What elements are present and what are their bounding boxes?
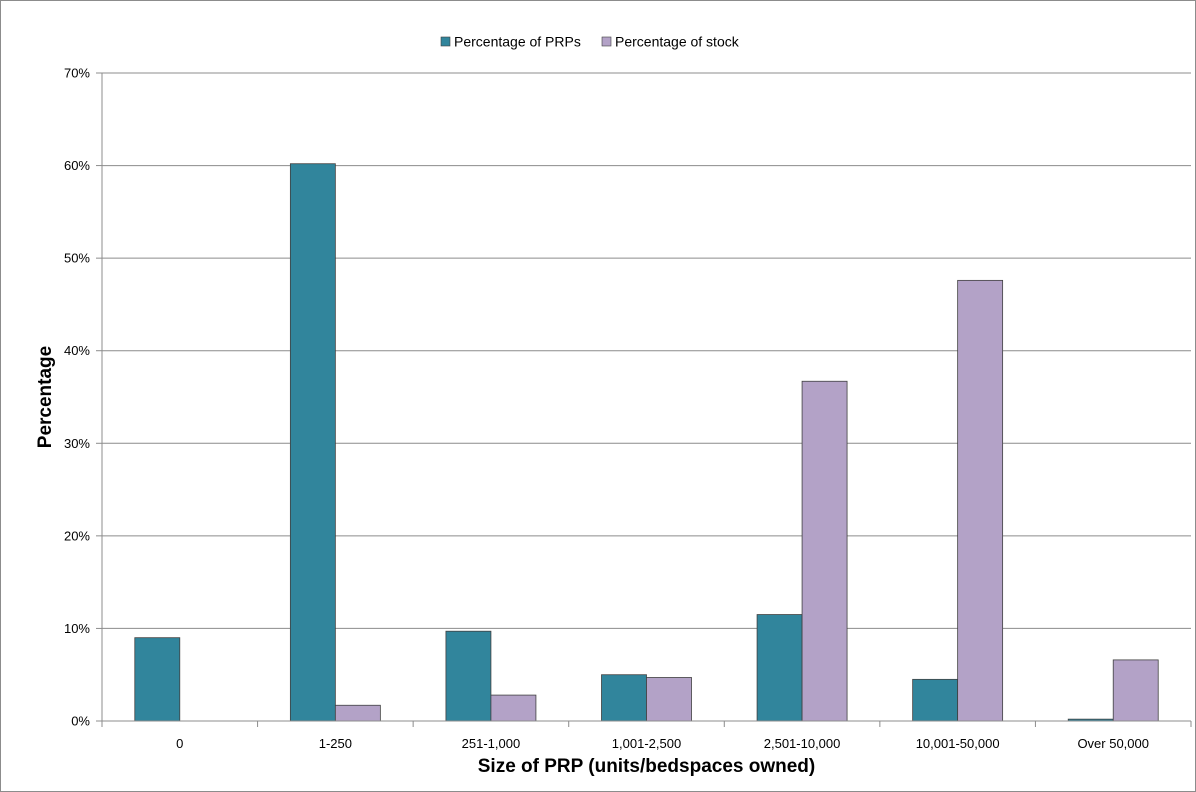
bar-prps: [601, 674, 647, 722]
legend-label-stock: Percentage of stock: [615, 34, 740, 50]
x-tick-label: 251-1,000: [462, 736, 521, 751]
y-tick-label: 30%: [64, 436, 90, 451]
x-tick-label: 10,001-50,000: [916, 736, 1000, 751]
x-tick-label: 2,501-10,000: [764, 736, 841, 751]
bar-stock: [490, 694, 537, 722]
bar-prps: [912, 678, 959, 722]
bar-prps: [289, 163, 336, 722]
gridlines: [102, 72, 1191, 629]
x-axis-title: Size of PRP (units/bedspaces owned): [478, 756, 816, 777]
y-tick-label: 70%: [64, 66, 90, 81]
x-tick-label: 0: [176, 736, 183, 751]
bar-prps: [756, 614, 803, 722]
y-tick-label: 40%: [64, 343, 90, 358]
bar-stock: [646, 677, 692, 722]
bar-stock: [801, 380, 848, 722]
legend-swatch-prps: [440, 36, 451, 47]
x-tick-label: 1,001-2,500: [612, 736, 681, 751]
bar-stock: [334, 704, 381, 722]
y-tick-label: 20%: [64, 528, 90, 543]
legend: Percentage of PRPs Percentage of stock: [440, 34, 740, 50]
bars: [134, 163, 1159, 722]
x-axis-ticks: 0 1-250 251-1,000 1,001-2,500 2,501-10,000 10…: [101, 721, 1192, 751]
y-axis-title: Percentage: [35, 346, 56, 448]
y-tick-label: 60%: [64, 158, 90, 173]
legend-swatch-stock: [601, 36, 612, 47]
bar-stock: [1112, 659, 1159, 722]
axes: [101, 73, 1191, 722]
y-tick-label: 0%: [71, 714, 90, 729]
y-tick-label: 10%: [64, 621, 90, 636]
legend-label-prps: Percentage of PRPs: [454, 34, 581, 50]
y-axis-ticks: 0% 10% 20% 30% 40% 50% 60% 70%: [64, 66, 102, 729]
bar-prps: [134, 637, 181, 722]
bar-stock: [957, 279, 1004, 722]
bar-prps: [445, 630, 492, 722]
x-tick-label: Over 50,000: [1077, 736, 1149, 751]
x-tick-label: 1-250: [319, 736, 352, 751]
y-tick-label: 50%: [64, 251, 90, 266]
